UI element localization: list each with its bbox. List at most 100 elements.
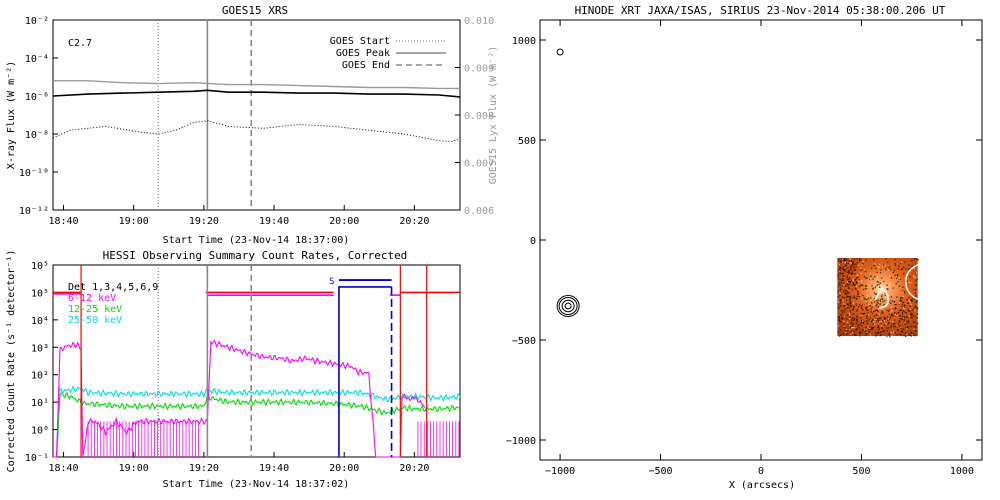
xrt-speckle [877, 302, 879, 304]
xrt-speckle [843, 269, 846, 271]
hessi-x-tick-label: 19:20 [189, 463, 219, 474]
xrt-speckle [842, 290, 845, 293]
xrt-speckle [839, 305, 841, 307]
xrt-bright-speckle [843, 284, 845, 287]
xrt-speckle [865, 277, 867, 279]
xrt-speckle [862, 322, 864, 324]
xrt-speckle [886, 330, 888, 332]
xrt-bright-speckle [878, 290, 880, 293]
xrt-speckle [908, 296, 910, 299]
xrt-speckle [879, 334, 882, 337]
xrt-speckle [876, 284, 878, 286]
hessi-plot-frame [52, 264, 461, 458]
xrt-speckle [853, 317, 856, 320]
xrt-speckle [854, 334, 856, 336]
xrt-speckle [850, 272, 853, 274]
xrt-speckle [912, 333, 915, 336]
xrt-speckle [882, 320, 884, 323]
xrt-speckle [842, 332, 844, 335]
xrt-speckle [878, 326, 880, 329]
xrt-bright-speckle [881, 321, 883, 323]
xrt-speckle [854, 273, 856, 275]
goes-ylabel-right: GOES15 Lyx Flux (W m⁻²) [488, 46, 499, 184]
xrt-speckle [853, 306, 855, 309]
xrt-speckle [861, 304, 863, 307]
xrt-speckle [838, 271, 840, 273]
xrt-bright-speckle [856, 274, 858, 276]
xrt-speckle [896, 313, 898, 316]
xrt-speckle [883, 329, 885, 331]
xrt-bright-speckle [858, 280, 860, 282]
xrt-speckle [891, 323, 893, 325]
xrt-speckle [916, 307, 919, 309]
xrt-speckle [857, 292, 860, 295]
xrt-speckle [853, 319, 855, 321]
xrt-speckle [888, 333, 890, 335]
xrt-bright-speckle [868, 327, 870, 329]
xrt-speckle [849, 325, 852, 327]
xrt-speckle [843, 266, 845, 268]
xrt-speckle [892, 287, 894, 289]
xrt-speckle [859, 304, 861, 306]
xrt-speckle [846, 279, 849, 281]
xrt-speckle [902, 305, 905, 308]
xrt-speckle [862, 309, 864, 311]
xrt-speckle [874, 301, 876, 303]
xrt-speckle [842, 260, 844, 262]
xrt-bright-speckle [846, 281, 849, 283]
xrt-speckle [856, 261, 859, 264]
xrt-speckle [913, 315, 915, 317]
image-y-tick-label: −1000 [506, 436, 536, 447]
hessi-contour [561, 299, 575, 313]
xrt-speckle [866, 277, 868, 279]
xrt-speckle [881, 327, 883, 329]
xrt-speckle [875, 293, 877, 295]
xrt-bright-speckle [855, 301, 857, 303]
xrt-speckle [916, 317, 918, 319]
xrt-speckle [853, 263, 856, 266]
xrt-speckle [897, 268, 900, 270]
xrt-bright-speckle [864, 269, 866, 271]
xrt-speckle [857, 276, 859, 279]
xrt-speckle [840, 299, 842, 301]
xrt-speckle [849, 297, 851, 300]
xrt-speckle [875, 332, 877, 334]
xrt-speckle [843, 296, 845, 299]
xrt-speckle [855, 304, 857, 306]
hessi-y-tick-label: 10¹ [31, 398, 49, 409]
xrt-speckle [890, 277, 893, 279]
xrt-speckle [912, 321, 915, 323]
xrt-speckle [838, 259, 840, 261]
xrt-speckle [840, 281, 843, 283]
xrt-speckle [887, 310, 890, 312]
xrt-bright-speckle [900, 261, 903, 264]
xrt-bright-speckle [870, 281, 872, 283]
goes-y-tick-label: 10⁻⁴ [25, 54, 49, 65]
xrt-speckle [870, 267, 873, 269]
xrt-speckle [842, 267, 845, 270]
xrt-speckle [852, 260, 855, 263]
xrt-speckle [911, 332, 913, 335]
xrt-speckle [865, 298, 868, 301]
xrt-speckle [887, 288, 889, 290]
xrt-bright-speckle [876, 278, 878, 280]
xrt-speckle [903, 290, 906, 293]
xrt-speckle [882, 312, 884, 314]
xrt-speckle [877, 331, 879, 333]
xrt-bright-speckle [879, 313, 881, 315]
xrt-bright-speckle [914, 277, 916, 279]
xrt-speckle [894, 326, 897, 328]
xrt-bright-speckle [883, 320, 885, 322]
xrt-speckle [884, 292, 886, 294]
xrt-speckle [863, 313, 865, 315]
xrt-bright-speckle [849, 258, 851, 260]
xrt-speckle [869, 297, 872, 299]
xrt-speckle [864, 270, 867, 272]
xrt-speckle [900, 330, 903, 333]
xrt-speckle [886, 309, 888, 311]
xrt-speckle [840, 261, 843, 263]
xrt-speckle [865, 307, 868, 310]
xrt-speckle [914, 321, 916, 324]
xrt-bright-speckle [888, 283, 891, 285]
xrt-speckle [913, 258, 916, 260]
